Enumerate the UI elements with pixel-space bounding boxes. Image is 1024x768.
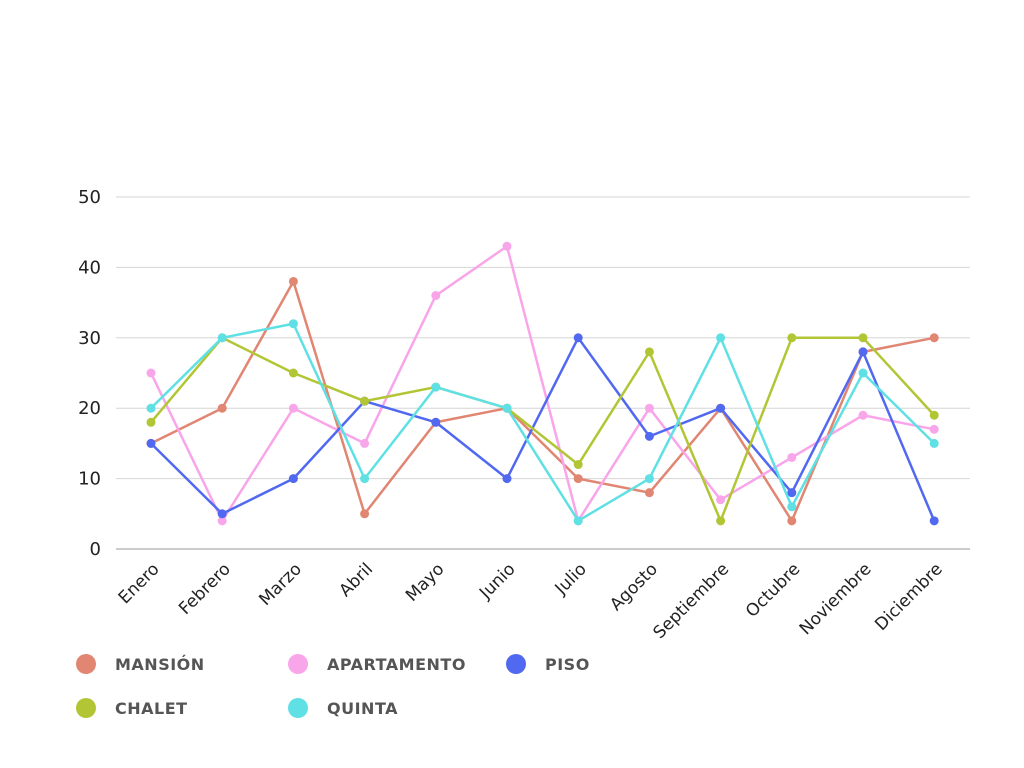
data-point xyxy=(644,474,654,484)
data-point xyxy=(858,333,868,343)
data-point xyxy=(573,333,583,343)
grid-lines xyxy=(116,196,970,550)
series-lines xyxy=(146,241,939,526)
data-point xyxy=(644,431,654,441)
data-point xyxy=(573,474,583,484)
data-point xyxy=(146,417,156,427)
data-point xyxy=(787,333,797,343)
x-tick-label: Agosto xyxy=(606,559,662,615)
data-point xyxy=(217,516,227,526)
legend-label-mansion: MANSIÓN xyxy=(115,654,205,674)
series-line xyxy=(150,336,936,523)
x-tick-label: Julio xyxy=(551,559,591,599)
x-tick-label: Enero xyxy=(115,559,164,608)
y-tick-label: 10 xyxy=(78,469,101,490)
data-point xyxy=(716,495,726,505)
x-tick-label: Septiembre xyxy=(649,559,733,640)
legend-item-piso: PISO xyxy=(506,654,626,674)
x-tick-label: Octubre xyxy=(742,559,804,621)
legend-dot-apartamento xyxy=(288,654,308,674)
data-point xyxy=(502,474,512,484)
line-chart: 0 10 20 30 40 50 Enero Febrero Marzo Abril Mayo Ju… xyxy=(78,187,970,640)
series-line xyxy=(150,322,936,523)
y-tick-label: 50 xyxy=(78,187,101,208)
data-point xyxy=(431,417,441,427)
y-tick-label: 40 xyxy=(78,257,101,278)
data-point xyxy=(217,333,227,343)
data-point xyxy=(360,438,370,448)
data-point xyxy=(644,347,654,357)
data-point xyxy=(431,382,441,392)
x-tick-label: Mayo xyxy=(402,559,448,605)
legend-label-apartamento: APARTAMENTO xyxy=(327,654,466,674)
data-point xyxy=(288,474,298,484)
data-point xyxy=(288,403,298,413)
data-point xyxy=(716,516,726,526)
legend-dot-quinta xyxy=(288,698,308,718)
data-point xyxy=(929,438,939,448)
data-point xyxy=(644,403,654,413)
data-point xyxy=(502,241,512,251)
data-point xyxy=(858,347,868,357)
x-tick-label: Junio xyxy=(475,559,519,603)
legend-item-mansion: MANSIÓN xyxy=(76,654,288,674)
data-point xyxy=(929,333,939,343)
data-point xyxy=(929,410,939,420)
data-point xyxy=(146,403,156,413)
series-quinta xyxy=(146,319,939,526)
series-chalet xyxy=(146,333,939,526)
data-point xyxy=(288,368,298,378)
data-point xyxy=(288,319,298,329)
data-point xyxy=(360,509,370,519)
legend-dot-piso xyxy=(506,654,526,674)
data-point xyxy=(431,291,441,301)
data-point xyxy=(716,333,726,343)
data-point xyxy=(787,516,797,526)
data-point xyxy=(502,403,512,413)
data-point xyxy=(858,410,868,420)
data-point xyxy=(360,396,370,406)
data-point xyxy=(929,516,939,526)
y-tick-label: 0 xyxy=(90,539,101,560)
series-piso xyxy=(146,333,939,526)
data-point xyxy=(929,424,939,434)
x-tick-label: Diciembre xyxy=(871,559,947,635)
series-line xyxy=(150,280,935,523)
data-point xyxy=(146,368,156,378)
x-tick-label: Marzo xyxy=(255,559,305,609)
legend-dot-mansion xyxy=(76,654,96,674)
legend-label-piso: PISO xyxy=(545,654,590,674)
data-point xyxy=(217,509,227,519)
data-point xyxy=(573,516,583,526)
y-tick-label: 20 xyxy=(78,398,101,419)
y-tick-label: 30 xyxy=(78,328,101,349)
data-point xyxy=(573,460,583,470)
data-point xyxy=(288,276,298,286)
series-line xyxy=(149,245,935,523)
legend-dot-chalet xyxy=(76,698,96,718)
legend-item-apartamento: APARTAMENTO xyxy=(288,654,506,674)
data-point xyxy=(217,403,227,413)
legend-item-chalet: CHALET xyxy=(76,698,288,718)
data-point xyxy=(787,452,797,462)
legend-label-quinta: QUINTA xyxy=(327,698,398,718)
data-point xyxy=(716,403,726,413)
series-mansión xyxy=(146,276,939,526)
data-point xyxy=(146,438,156,448)
legend-label-chalet: CHALET xyxy=(115,698,188,718)
x-tick-label: Febrero xyxy=(175,559,235,619)
y-axis-ticks: 0 10 20 30 40 50 xyxy=(78,187,101,560)
series-line xyxy=(150,336,936,522)
x-tick-label: Abril xyxy=(336,559,378,601)
legend: MANSIÓN APARTAMENTO PISO CHALET QUINTA xyxy=(76,654,636,718)
x-tick-label: Noviembre xyxy=(796,559,876,639)
data-point xyxy=(858,368,868,378)
series-apartamento xyxy=(146,241,939,526)
legend-item-quinta: QUINTA xyxy=(288,698,506,718)
data-point xyxy=(644,488,654,498)
x-axis-ticks: Enero Febrero Marzo Abril Mayo Junio Julio Agos… xyxy=(115,559,947,640)
data-point xyxy=(787,488,797,498)
data-point xyxy=(787,502,797,512)
data-point xyxy=(360,474,370,484)
